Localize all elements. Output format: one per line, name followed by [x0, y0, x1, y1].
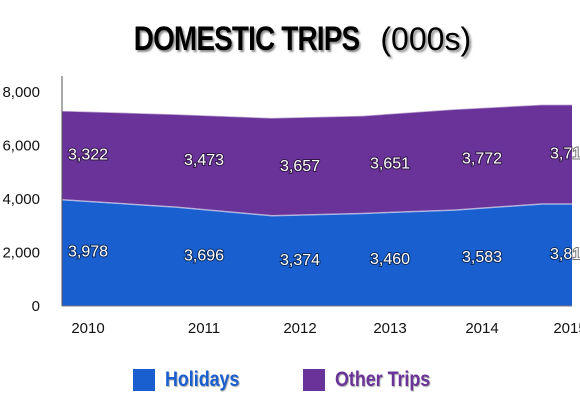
series-line-other-trips — [59, 103, 572, 119]
legend-label-other-trips: Other Trips — [334, 368, 430, 391]
legend-item-holidays: Holidays — [133, 368, 253, 392]
chart-title-main: DOMESTIC TRIPS — [133, 20, 360, 58]
data-label-other-trips: 3,657 — [280, 158, 320, 175]
y-tick-label: 4,000 — [2, 191, 40, 208]
x-tick-label: 2012 — [283, 320, 316, 337]
data-label-other-trips: 3,651 — [370, 156, 410, 173]
data-label-holidays: 3,978 — [68, 244, 108, 261]
x-tick-label: 2013 — [373, 320, 406, 337]
data-label-other-trips: 3,772 — [462, 151, 502, 168]
x-tick-label: 2014 — [465, 320, 498, 337]
y-tick-label: 2,000 — [2, 245, 40, 262]
y-tick-label: 0 — [32, 298, 40, 315]
chart-title: DOMESTIC TRIPS (000s) — [0, 20, 580, 59]
y-tick-label: 8,000 — [2, 84, 40, 101]
area-other-trips — [60, 104, 572, 216]
y-tick-label: 6,000 — [2, 138, 40, 155]
data-label-holidays: 3,815 — [550, 246, 580, 263]
data-label-other-trips: 3,322 — [68, 146, 108, 163]
chart-legend: Holidays Other Trips — [0, 368, 580, 392]
chart-title-unit: (000s) — [380, 21, 472, 57]
legend-label-holidays: Holidays — [165, 368, 240, 391]
data-label-other-trips: 3,714 — [550, 145, 580, 162]
data-label-holidays: 3,460 — [370, 251, 410, 268]
data-label-other-trips: 3,473 — [184, 152, 224, 169]
legend-swatch-other-trips — [302, 369, 325, 391]
x-tick-label: 2010 — [71, 320, 104, 337]
data-label-holidays: 3,696 — [184, 248, 224, 265]
x-tick-label: 2011 — [188, 320, 220, 337]
area-holidays — [60, 199, 572, 306]
legend-swatch-holidays — [133, 369, 156, 391]
data-label-holidays: 3,374 — [280, 252, 320, 269]
legend-item-other-trips: Other Trips — [302, 368, 447, 392]
series-line-holidays — [59, 198, 572, 217]
data-label-holidays: 3,583 — [462, 249, 502, 266]
x-tick-label: 2015 — [553, 320, 580, 337]
